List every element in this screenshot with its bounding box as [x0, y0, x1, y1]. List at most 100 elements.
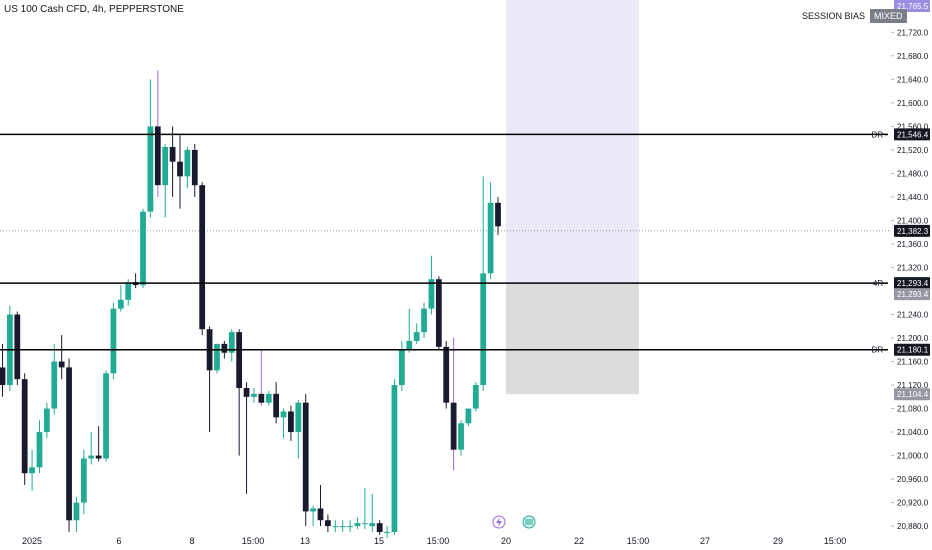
- candle-body: [177, 161, 183, 177]
- candle-body: [265, 393, 272, 403]
- candle: [406, 308, 413, 353]
- candle-body: [73, 502, 80, 521]
- candles-layer: [0, 70, 501, 538]
- candle: [199, 182, 206, 336]
- candle: [421, 302, 427, 339]
- candle-body: [95, 455, 102, 459]
- x-tick-label: 15:00: [242, 536, 265, 546]
- candle-body: [273, 393, 280, 418]
- candle: [369, 493, 376, 532]
- zones-layer: [506, 0, 639, 395]
- candle: [206, 326, 213, 433]
- x-tick-label: 2025: [22, 536, 42, 546]
- candle-body: [406, 340, 413, 350]
- price-badge-text: 21,104.4: [897, 390, 929, 399]
- candle: [162, 144, 169, 218]
- event-icons: [492, 515, 536, 529]
- candle: [398, 340, 405, 391]
- candle-body: [288, 411, 294, 433]
- candle-body: [391, 385, 398, 532]
- x-tick-label: 20: [501, 536, 511, 546]
- y-tick-label: 21,120.0: [897, 381, 929, 390]
- candle: [361, 487, 368, 530]
- candle-body: [325, 520, 331, 527]
- level-label: DR ·: [872, 346, 888, 355]
- y-tick-label: 21,400.0: [897, 216, 929, 225]
- candle: [450, 338, 457, 471]
- candle-body: [258, 393, 265, 403]
- candle: [51, 343, 58, 415]
- price-badge: 21,293.4: [894, 288, 930, 301]
- candle: [391, 379, 398, 535]
- candle-body: [369, 523, 376, 527]
- candle: [376, 520, 383, 535]
- candle: [140, 208, 146, 289]
- session-bias-value: MIXED: [870, 8, 907, 23]
- candle: [435, 276, 442, 350]
- candle: [177, 135, 183, 209]
- y-tick-label: 20,920.0: [897, 499, 929, 508]
- candle: [413, 323, 420, 344]
- candle-body: [472, 385, 479, 409]
- candle: [184, 146, 191, 189]
- candle: [66, 358, 72, 532]
- x-tick-label: 15: [374, 536, 384, 546]
- candle: [472, 382, 479, 412]
- x-tick-label: 13: [300, 536, 310, 546]
- candle-body: [361, 523, 368, 525]
- levels-layer: DR · 4R · DR ·: [0, 130, 888, 355]
- y-tick-label: 21,640.0: [897, 75, 929, 84]
- candle: [214, 343, 220, 374]
- lightning-icon[interactable]: [492, 515, 506, 529]
- candle-body: [169, 146, 176, 162]
- candle-body: [36, 432, 43, 468]
- candle-body: [495, 202, 501, 227]
- y-tick-label: 21,200.0: [897, 334, 929, 343]
- candle-body: [80, 458, 87, 503]
- candle-body: [51, 361, 58, 409]
- candle: [384, 526, 390, 538]
- candle: [228, 329, 235, 362]
- time-axis: 2025 6 8 15:00 13 15 15:00 20 22 15:00 27 29 15:00: [22, 536, 846, 546]
- candle-body: [280, 411, 287, 418]
- y-tick-label: 21,080.0: [897, 405, 929, 414]
- candle-body: [413, 332, 420, 341]
- candle-body: [376, 523, 383, 532]
- candle: [354, 517, 361, 530]
- candle: [495, 196, 501, 236]
- candle-body: [0, 367, 6, 386]
- candle: [80, 449, 87, 515]
- candle-body: [458, 423, 464, 450]
- x-tick-label: 15:00: [824, 536, 847, 546]
- candle-body: [199, 185, 206, 330]
- candle-body: [251, 393, 257, 397]
- candle-body: [191, 149, 198, 186]
- candle-body: [184, 149, 191, 177]
- price-badge: 21,180.1: [894, 343, 930, 356]
- candle-body: [236, 332, 243, 388]
- price-badge: 21,382.3: [894, 224, 930, 237]
- candle: [191, 144, 198, 197]
- candle-body: [125, 282, 132, 300]
- candle: [88, 432, 95, 465]
- candle: [458, 420, 464, 456]
- candle: [236, 329, 243, 456]
- candle-body: [295, 402, 302, 433]
- session-bias-indicator: SESSION BIAS MIXED: [802, 7, 907, 24]
- candle: [110, 302, 117, 380]
- y-tick-label: 21,560.0: [897, 122, 929, 131]
- y-tick-label: 21,720.0: [897, 28, 929, 37]
- candle-body: [29, 467, 35, 474]
- candle-body: [103, 373, 109, 459]
- candle-body: [465, 408, 472, 424]
- price-badge: 21,104.4: [894, 388, 930, 401]
- earnings-icon[interactable]: [522, 515, 536, 529]
- candle: [251, 387, 257, 403]
- candle-body: [147, 126, 154, 212]
- candle: [302, 393, 309, 527]
- y-tick-label: 21,320.0: [897, 263, 929, 272]
- candle-body: [487, 202, 494, 274]
- x-tick-label: 27: [700, 536, 710, 546]
- level-label: 4R ·: [873, 279, 888, 288]
